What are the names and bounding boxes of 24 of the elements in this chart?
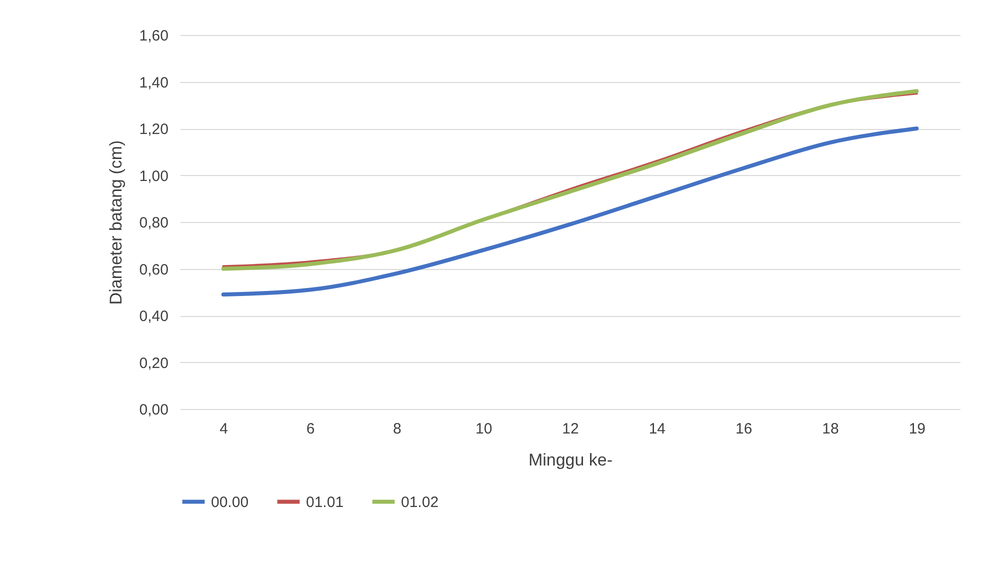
x-tick-label: 14 [648, 420, 666, 438]
x-tick-label: 8 [392, 420, 402, 438]
x-tick-label: 19 [908, 420, 926, 438]
legend-label: 00.00 [211, 494, 249, 511]
y-tick-label: 0,20 [139, 354, 168, 372]
legend-label: 01.02 [401, 494, 439, 511]
y-tick-label: 1,60 [139, 28, 168, 44]
legend-label: 01.01 [306, 494, 344, 511]
line-series [221, 126, 919, 296]
x-tick-label: 6 [306, 420, 315, 438]
y-tick-label: 1,00 [139, 168, 168, 185]
y-tick-label: 0,80 [139, 214, 168, 232]
x-tick-label: 18 [822, 420, 839, 438]
y-tick-label: 0,40 [139, 308, 168, 325]
x-tick-label: 4 [220, 420, 228, 438]
y-tick-label: 0,00 [139, 402, 168, 418]
y-axis-title: Diameter batang (cm) [106, 140, 126, 305]
y-tick-label: 0,60 [139, 261, 168, 278]
y-tick-label: 1,40 [139, 74, 168, 92]
x-tick-label: 10 [475, 420, 492, 438]
x-tick-label: 12 [562, 420, 579, 438]
x-axis-title: Minggu ke- [528, 450, 613, 470]
x-tick-label: 16 [735, 420, 752, 438]
y-tick-label: 1,20 [139, 121, 168, 138]
